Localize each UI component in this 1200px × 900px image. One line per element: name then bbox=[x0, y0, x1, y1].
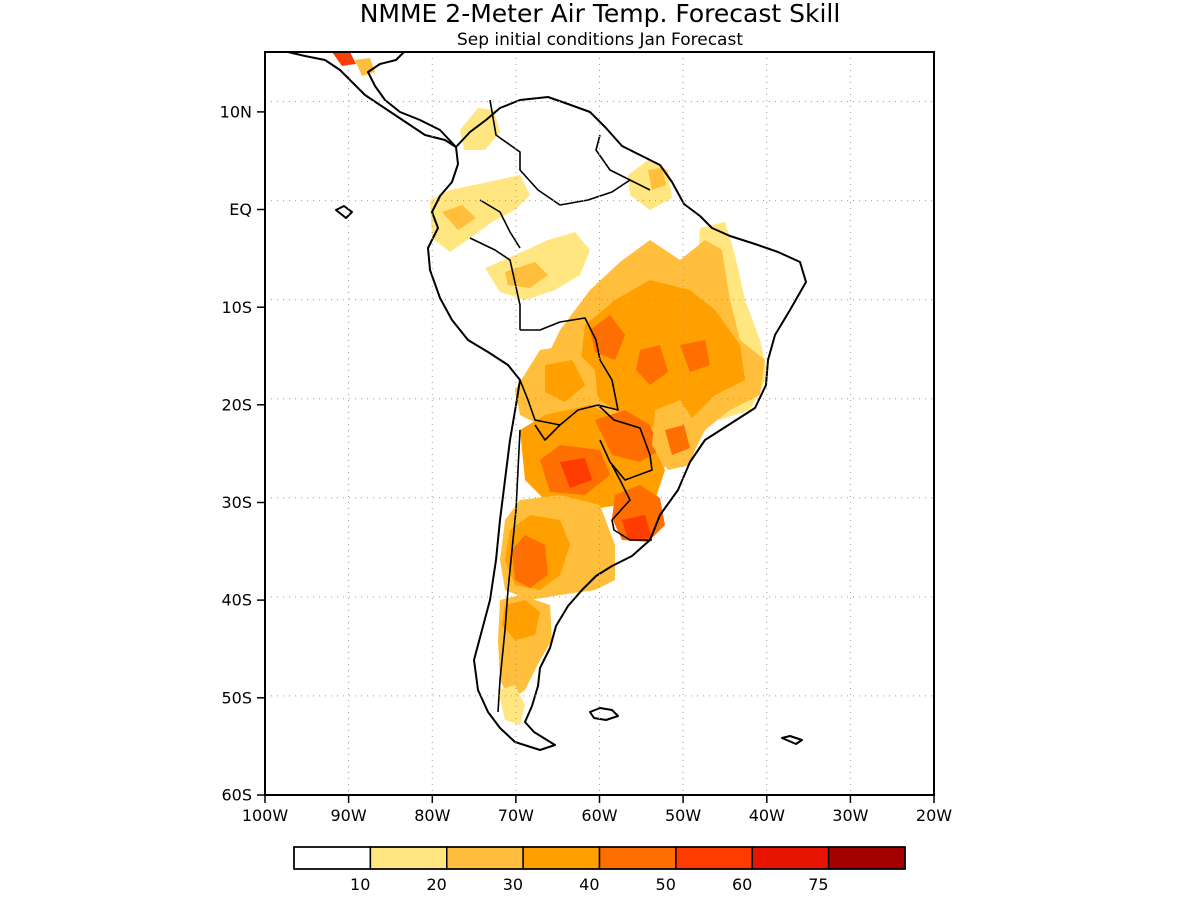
map-panel: 100W 90W 80W 70W 60W 50W 40W 30W 20W 10N… bbox=[220, 51, 952, 825]
colorbar-label: 20 bbox=[426, 875, 446, 894]
south-georgia bbox=[781, 735, 803, 745]
colorbar-label: 50 bbox=[656, 875, 676, 894]
x-tick-label: 90W bbox=[331, 806, 367, 825]
x-tick-label: 80W bbox=[414, 806, 450, 825]
y-axis: 10N EQ 10S 20S 30S 40S 50S 60S bbox=[220, 103, 265, 805]
colorbar-label: 40 bbox=[579, 875, 599, 894]
skill-patch-guyanas-core bbox=[648, 168, 666, 190]
x-tick-label: 70W bbox=[498, 806, 534, 825]
skill-patch-uruguay-core bbox=[622, 515, 652, 540]
x-tick-label: 50W bbox=[665, 806, 701, 825]
skill-patch-ecuador-core bbox=[442, 205, 476, 230]
skill-patch-paraguay bbox=[595, 410, 660, 462]
south-america-coastline bbox=[427, 96, 807, 751]
central-america-coastline bbox=[287, 52, 457, 148]
colorbar-box bbox=[369, 846, 448, 870]
colorbar-box bbox=[522, 846, 601, 870]
y-tick-label: 60S bbox=[221, 786, 252, 805]
colorbar-frame bbox=[293, 846, 906, 870]
country-borders bbox=[469, 99, 653, 713]
x-axis: 100W 90W 80W 70W 60W 50W 40W 30W 20W bbox=[242, 795, 952, 825]
y-tick-label: EQ bbox=[229, 200, 252, 219]
falkland-islands bbox=[589, 707, 619, 721]
colorbar-box bbox=[751, 846, 830, 870]
colorbar-label: 30 bbox=[503, 875, 523, 894]
chart-subtitle: Sep initial conditions Jan Forecast bbox=[457, 30, 743, 50]
skill-patch-ecuador bbox=[430, 175, 530, 252]
skill-patch-south-brazil-core bbox=[665, 425, 690, 455]
skill-patch-brazil-hot-2 bbox=[636, 345, 668, 385]
colorbar-label: 75 bbox=[808, 875, 828, 894]
skill-patch-brazil-hot-1 bbox=[590, 315, 625, 360]
y-tick-label: 30S bbox=[221, 493, 252, 512]
skill-patch-chaco-red bbox=[560, 458, 592, 488]
colorbar-box bbox=[446, 846, 524, 870]
skill-patch-argentina-red bbox=[512, 535, 548, 588]
skill-shading bbox=[332, 52, 768, 725]
colorbar-label: 10 bbox=[350, 875, 370, 894]
x-tick-label: 30W bbox=[832, 806, 868, 825]
chart-title: NMME 2-Meter Air Temp. Forecast Skill bbox=[360, 0, 841, 28]
skill-patch-patagonia-south bbox=[498, 685, 525, 725]
x-tick-label: 60W bbox=[581, 806, 617, 825]
y-tick-label: 50S bbox=[221, 688, 252, 707]
y-tick-label: 10N bbox=[220, 103, 252, 122]
galapagos bbox=[335, 205, 353, 219]
x-tick-label: 100W bbox=[242, 806, 289, 825]
x-tick-label: 40W bbox=[749, 806, 785, 825]
skill-patch-patagonia-core bbox=[502, 600, 540, 640]
x-tick-label: 20W bbox=[916, 806, 952, 825]
colorbar-label: 60 bbox=[732, 875, 752, 894]
skill-patch-brazil-hot-3 bbox=[680, 340, 710, 372]
y-tick-label: 20S bbox=[221, 395, 252, 414]
colorbar-box bbox=[675, 846, 753, 870]
colorbar: 10 20 30 40 50 60 75 bbox=[293, 846, 906, 894]
skill-patch-caribbean bbox=[460, 108, 500, 150]
y-tick-label: 10S bbox=[221, 298, 252, 317]
y-tick-label: 40S bbox=[221, 591, 252, 610]
colorbar-box bbox=[598, 846, 677, 870]
colorbar-box bbox=[827, 846, 906, 870]
skill-patch-central-america bbox=[332, 52, 356, 66]
skill-patch-central-america-2 bbox=[355, 58, 375, 76]
colorbar-box bbox=[293, 846, 372, 870]
skill-patch-bolivia-core bbox=[545, 360, 585, 402]
